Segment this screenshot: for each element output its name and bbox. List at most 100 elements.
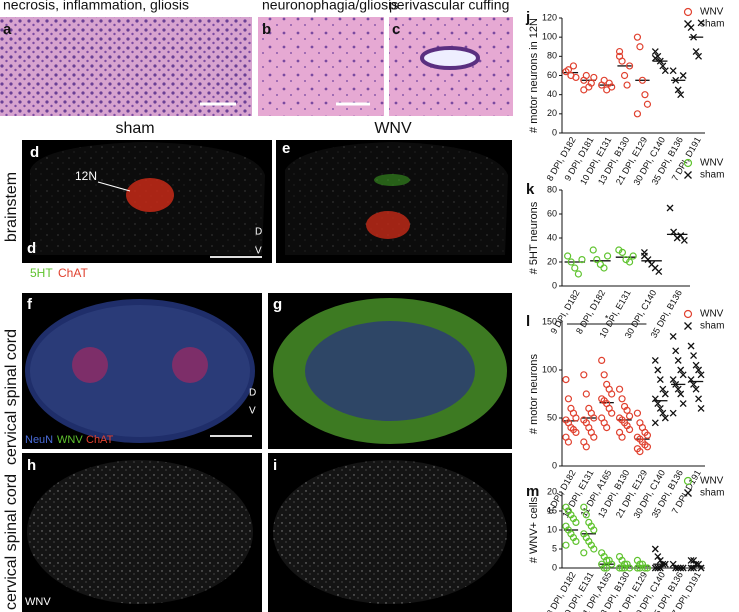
point xyxy=(618,564,626,572)
point xyxy=(692,385,700,393)
point xyxy=(680,236,688,244)
y-tick-label: 20 xyxy=(547,486,557,496)
point xyxy=(615,47,624,56)
point xyxy=(596,260,605,268)
panel-letter: d xyxy=(27,240,36,257)
annotation: * xyxy=(605,313,609,323)
point xyxy=(651,545,659,553)
y-axis-label: # motor neurons in 12N xyxy=(528,18,540,133)
point xyxy=(589,246,597,254)
y-axis-label: # motor neurons xyxy=(528,353,540,434)
point xyxy=(564,438,573,446)
point xyxy=(643,431,652,439)
point xyxy=(608,409,616,417)
point xyxy=(572,73,580,82)
point xyxy=(629,252,637,260)
y-tick-label: 100 xyxy=(542,32,557,42)
panel-letter: c xyxy=(392,21,400,38)
panel-letter: e xyxy=(282,140,290,157)
point xyxy=(643,100,652,108)
point xyxy=(608,83,616,91)
point xyxy=(679,400,687,408)
point xyxy=(654,366,662,374)
point xyxy=(687,376,695,384)
point xyxy=(683,7,693,17)
point xyxy=(690,564,698,572)
motor-pool xyxy=(172,347,208,383)
panel-letter: m xyxy=(526,483,539,500)
point xyxy=(690,352,698,360)
point xyxy=(677,366,685,374)
point xyxy=(669,409,677,417)
point xyxy=(697,19,705,27)
point xyxy=(683,158,693,168)
point xyxy=(625,62,634,70)
point xyxy=(608,560,616,568)
point xyxy=(661,67,669,75)
y-tick-label: 150 xyxy=(542,316,557,326)
point xyxy=(618,57,626,65)
point xyxy=(625,564,634,572)
stain xyxy=(374,174,410,186)
point xyxy=(651,356,659,364)
legend-label: sham xyxy=(700,321,724,332)
y-tick-label: 60 xyxy=(547,208,557,218)
tissue xyxy=(273,460,507,604)
point xyxy=(582,511,590,519)
micrograph xyxy=(258,17,384,116)
panel-letter: d xyxy=(30,144,39,161)
point xyxy=(683,309,693,319)
point xyxy=(674,356,682,364)
point xyxy=(661,560,669,568)
point xyxy=(564,252,572,260)
point xyxy=(590,414,598,422)
y-tick-label: 120 xyxy=(542,12,557,22)
panel-letter: i xyxy=(273,457,277,474)
point xyxy=(582,443,590,451)
point xyxy=(574,270,582,278)
stain-label: 5HT xyxy=(30,266,53,280)
point xyxy=(690,33,698,41)
point xyxy=(695,52,703,60)
point xyxy=(651,48,659,56)
point xyxy=(651,395,659,403)
point xyxy=(571,264,579,272)
point xyxy=(670,228,678,236)
point xyxy=(697,404,705,412)
point xyxy=(659,62,667,70)
point xyxy=(615,385,624,393)
point xyxy=(684,171,692,179)
y-axis-label: # 5HT neurons xyxy=(528,201,540,274)
y-tick-label: 40 xyxy=(547,232,557,242)
point xyxy=(623,81,631,89)
point xyxy=(580,371,588,379)
y-tick-label: 80 xyxy=(547,51,557,61)
y-tick-label: 100 xyxy=(542,364,557,374)
y-tick-label: 20 xyxy=(547,108,557,118)
panel-letter: a xyxy=(3,21,12,38)
y-tick-label: 5 xyxy=(552,543,557,553)
point xyxy=(572,537,580,546)
point xyxy=(697,564,705,572)
point xyxy=(593,256,601,264)
point xyxy=(673,234,681,242)
point xyxy=(618,395,626,403)
panel-letter: b xyxy=(262,21,271,38)
point xyxy=(690,556,698,564)
pointer xyxy=(97,181,131,192)
point xyxy=(674,86,682,94)
y-axis-label: # WNV+ cells xyxy=(528,496,540,563)
point xyxy=(590,545,598,553)
point xyxy=(672,347,680,355)
point xyxy=(620,564,629,572)
tissue xyxy=(30,305,250,437)
stain-label: WNV xyxy=(57,434,83,446)
point xyxy=(618,433,626,441)
column-header: sham xyxy=(115,120,154,137)
stain-label: NeuN xyxy=(25,434,53,446)
point xyxy=(600,264,608,272)
panel-letter: k xyxy=(526,181,535,198)
caption: perivascular cuffing xyxy=(389,0,509,13)
y-tick-label: 0 xyxy=(552,280,557,290)
point xyxy=(578,256,586,264)
